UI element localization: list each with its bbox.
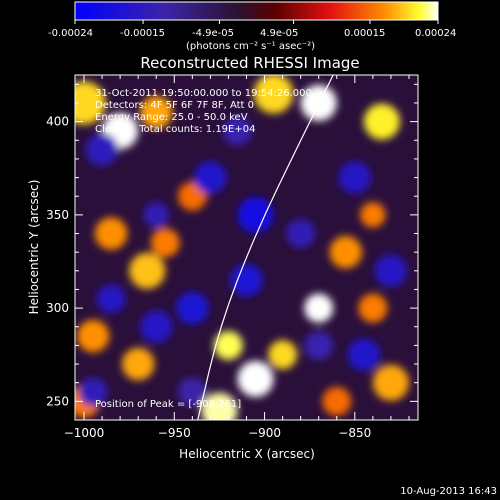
heatmap-blob <box>143 202 169 228</box>
heatmap-blob <box>286 219 316 248</box>
colorbar-unit-label: (photons cm⁻² s⁻¹ asec⁻²) <box>186 41 315 52</box>
colorbar-tick-label: -0.00015 <box>120 28 165 39</box>
y-tick-label: 400 <box>46 115 69 129</box>
chart-title: Reconstructed RHESSI Image <box>140 54 359 72</box>
heatmap-blob <box>372 364 409 401</box>
axes: −1000 −950 −900 −850 250 300 350 400 <box>46 75 418 440</box>
heatmap-blob <box>304 293 334 323</box>
y-axis-label: Heliocentric Y (arcsec) <box>27 180 41 315</box>
heatmap-blob <box>96 284 126 314</box>
colorbar-ticks <box>74 20 439 24</box>
heatmap-blob <box>358 293 388 323</box>
annotation-energy: Energy Range: 25.0 - 50.0 keV <box>95 112 248 123</box>
peak-position-label: Position of Peak = [-908,261] <box>95 399 241 410</box>
y-tick-label: 300 <box>46 301 69 315</box>
heatmap-blob <box>237 360 274 398</box>
heatmap-blob <box>230 263 263 297</box>
solar-limb-curve <box>197 75 334 420</box>
heatmap-blob <box>304 330 334 360</box>
heatmap-blob <box>176 291 209 325</box>
x-tick-label: −900 <box>248 426 281 440</box>
heatmap-blob <box>177 377 207 407</box>
heatmap-blob <box>253 75 294 114</box>
annotation-detectors: Detectors: 4F 5F 6F 7F 8F, Att 0 <box>95 100 254 111</box>
annotation-clean-counts: Clean Total counts: 1.19E+04 <box>95 124 255 135</box>
x-tick-label: −1000 <box>64 426 105 440</box>
x-tick-label: −850 <box>338 426 371 440</box>
y-tick-label: 250 <box>46 394 69 408</box>
heatmap-blob <box>347 338 381 371</box>
x-tick-label: −950 <box>158 426 191 440</box>
heatmap-blob <box>363 103 400 140</box>
heatmap-blob <box>329 235 363 269</box>
heatmap-blob <box>374 254 408 288</box>
heatmap-blob <box>223 116 252 146</box>
heatmap-blob <box>75 81 106 125</box>
heatmap-blob <box>94 217 128 250</box>
heatmap-blob <box>85 133 119 166</box>
heatmap-blob <box>201 392 238 420</box>
generation-date: 10-Aug-2013 16:43 <box>400 486 497 497</box>
x-axis-label: Heliocentric X (arcsec) <box>179 447 315 461</box>
heatmap-blob <box>121 347 155 381</box>
y-tick-label: 350 <box>46 208 69 222</box>
colorbar-tick-label: 4.9e-05 <box>260 28 298 39</box>
colorbar-tick-label: -4.9e-05 <box>192 28 234 39</box>
heatmap-blob <box>194 161 227 194</box>
colorbar-tick-label: -0.00024 <box>48 28 93 39</box>
heatmap-blob <box>139 310 173 344</box>
colorbar <box>74 1 439 21</box>
heatmap-blob <box>237 196 274 233</box>
heatmap-blob <box>322 386 352 416</box>
heatmap-blob <box>338 161 372 194</box>
annotation-time-range: 31-Oct-2011 19:50:00.000 to 19:54:26.000 <box>95 88 312 99</box>
heatmap-blob <box>129 252 166 289</box>
heatmap-blob <box>78 377 108 407</box>
colorbar-tick-label: 0.00024 <box>415 28 456 39</box>
heatmap-blob <box>150 228 180 258</box>
heatmap-blob <box>268 340 298 370</box>
heatmap-blob <box>214 330 243 360</box>
heatmap-blob <box>360 202 386 228</box>
heatmap-blob <box>76 319 110 353</box>
heatmap-blob <box>139 96 173 129</box>
colorbar-tick-label: 0.00015 <box>344 28 385 39</box>
heatmap-blobs <box>75 75 409 420</box>
